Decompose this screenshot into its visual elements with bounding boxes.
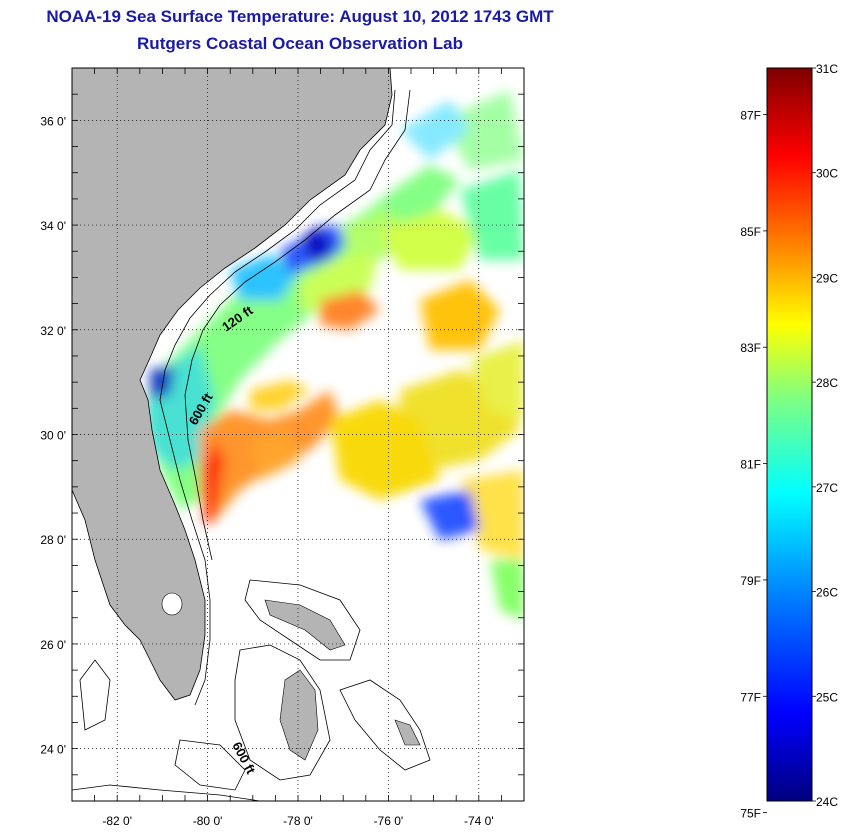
colorbar-c-label: 31C [816, 62, 838, 76]
map-title: NOAA-19 Sea Surface Temperature: August … [46, 7, 554, 26]
colorbar-c-label: 29C [816, 271, 838, 285]
lat-tick-label: 36 0' [40, 114, 66, 128]
land-mass [72, 68, 393, 701]
colorbar [766, 67, 813, 802]
lon-tick-label: -82 0' [102, 814, 132, 828]
lon-tick-label: -74 0' [464, 814, 494, 828]
colorbar-f-label: 81F [740, 458, 761, 472]
bahamas-eleuthera [394, 719, 421, 746]
colorbar-f-label: 79F [740, 574, 761, 588]
lake-okeechobee [161, 592, 183, 616]
colorbar-c-label: 24C [816, 795, 838, 809]
contour-label-600-south: 600 ft [229, 739, 259, 777]
colorbar-ticks: 31C 30C 29C 28C 27C 26C 25C 24C 87F 85F 83F 81F 79F 7… [740, 62, 838, 821]
colorbar-c-label: 30C [816, 167, 838, 181]
lat-tick-label: 30 0' [40, 429, 66, 443]
colorbar-f-label: 87F [740, 109, 761, 123]
lat-tick-label: 34 0' [40, 219, 66, 233]
colorbar-c-label: 27C [816, 481, 838, 495]
lon-tick-label: -78 0' [283, 814, 313, 828]
depth-contours [72, 89, 431, 801]
colorbar-c-label: 28C [816, 376, 838, 390]
lat-tick-label: 24 0' [40, 743, 66, 757]
lon-tick-label: -80 0' [193, 814, 223, 828]
colorbar-c-label: 25C [816, 690, 838, 704]
bahamas-grand [264, 599, 346, 651]
colorbar-f-label: 83F [740, 341, 761, 355]
map-axis-ticks: 36 0' 34 0' 32 0' 30 0' 28 0' 26 0' 24 0' -82 0… [40, 67, 525, 828]
colorbar-f-label: 75F [740, 807, 761, 821]
colorbar-f-label: 77F [740, 690, 761, 704]
lat-tick-label: 28 0' [40, 533, 66, 547]
map-subtitle: Rutgers Coastal Ocean Observation Lab [137, 34, 463, 53]
sst-data-layer [145, 90, 524, 620]
lat-tick-label: 26 0' [40, 638, 66, 652]
colorbar-c-label: 26C [816, 586, 838, 600]
colorbar-f-label: 85F [740, 225, 761, 239]
lat-tick-label: 32 0' [40, 324, 66, 338]
lon-tick-label: -76 0' [374, 814, 404, 828]
graticule [72, 68, 524, 801]
bahamas-andros [279, 669, 319, 761]
